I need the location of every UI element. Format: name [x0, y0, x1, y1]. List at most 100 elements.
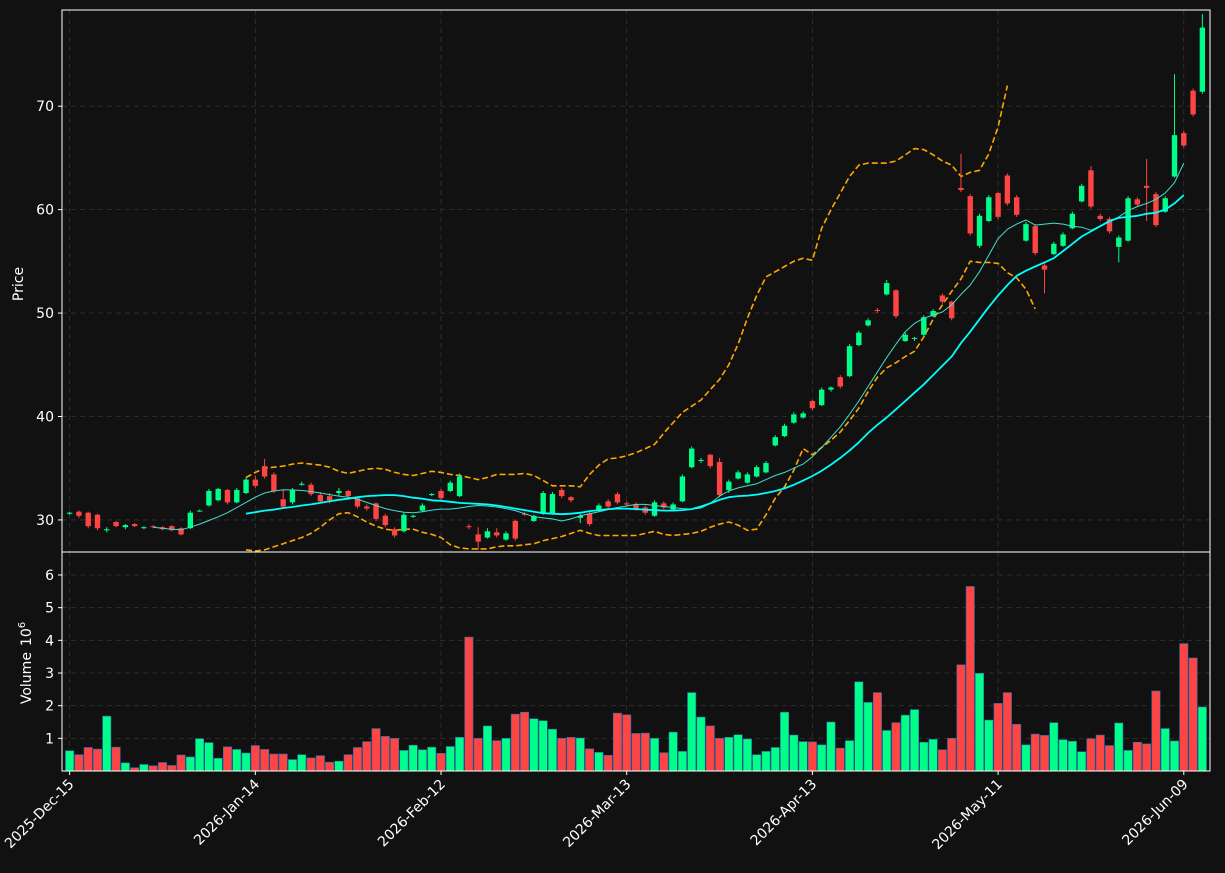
- candle-body: [698, 459, 704, 461]
- volume-bar: [789, 734, 799, 772]
- volume-y-label-exp: 10: [19, 628, 35, 646]
- volume-bar: [380, 736, 390, 772]
- candle-body: [410, 515, 416, 517]
- candle-body: [215, 488, 221, 501]
- candle-body: [1181, 133, 1187, 146]
- ma-slow-line: [245, 194, 1185, 516]
- volume-panel-frame: [61, 551, 1211, 772]
- volume-bar: [427, 746, 437, 772]
- candle-body: [104, 529, 110, 531]
- candle-body: [1199, 27, 1206, 92]
- candle-body: [289, 489, 296, 503]
- volume-bar: [1142, 743, 1152, 772]
- candle-body: [651, 502, 658, 516]
- candle-body: [605, 501, 611, 507]
- candle-body: [206, 490, 212, 506]
- volume-bar: [640, 732, 650, 772]
- volume-bar: [195, 738, 205, 772]
- candle-body: [364, 506, 370, 509]
- moving-averages: [153, 162, 1185, 531]
- volume-bar: [315, 755, 325, 772]
- volume-bar: [1002, 692, 1012, 772]
- candle-body: [447, 482, 454, 491]
- volume-bars: [65, 586, 1207, 772]
- volume-bar: [798, 741, 808, 772]
- volume-bar: [176, 754, 186, 772]
- candle-body: [577, 515, 583, 518]
- volume-bar: [575, 737, 585, 772]
- volume-bar: [1021, 744, 1031, 772]
- candle-body: [883, 283, 890, 295]
- candle-body: [512, 520, 518, 539]
- candle-body: [299, 483, 305, 485]
- volume-bar: [845, 740, 855, 772]
- price-y-ticks: 30 40 50 60 70: [36, 99, 62, 529]
- candle-body: [234, 489, 240, 503]
- candle-body: [76, 511, 82, 516]
- volume-bar: [529, 718, 539, 772]
- volume-bar: [677, 751, 687, 772]
- price-y-tick-label: 30: [36, 513, 54, 529]
- volume-bar: [566, 737, 576, 772]
- candle-body: [271, 474, 277, 491]
- candle-body: [1106, 218, 1113, 232]
- volume-bar: [538, 720, 548, 772]
- candle-body: [1143, 185, 1150, 188]
- volume-bar: [74, 754, 84, 772]
- volume-bar: [492, 740, 502, 772]
- volume-bar: [1030, 733, 1040, 772]
- candle-body: [252, 479, 259, 486]
- candle-body: [475, 534, 481, 542]
- candle-body: [744, 474, 751, 483]
- volume-y-label: Volume 106: [17, 622, 35, 704]
- candle-body: [837, 377, 843, 387]
- candle-body: [224, 489, 231, 503]
- volume-bar: [650, 738, 660, 772]
- candle-body: [1097, 215, 1103, 219]
- volume-bar: [622, 714, 632, 772]
- candle-body: [1125, 198, 1131, 241]
- candle-body: [856, 332, 862, 346]
- volume-bar: [687, 692, 697, 772]
- volume-bar: [399, 750, 409, 772]
- candle-body: [791, 414, 797, 423]
- candle-body: [633, 504, 639, 509]
- volume-y-tick-label: 2: [45, 699, 54, 715]
- candle-body: [921, 317, 927, 335]
- candle-body: [1013, 197, 1020, 215]
- bollinger-upper-line: [245, 85, 1009, 488]
- candle-body: [1069, 213, 1076, 229]
- candle-body: [456, 476, 463, 497]
- volume-bar: [1105, 745, 1114, 772]
- volume-bar: [780, 711, 790, 772]
- candle-body: [800, 413, 806, 418]
- volume-bar: [937, 749, 947, 772]
- candle-body: [726, 481, 732, 490]
- volume-bar: [863, 702, 873, 772]
- candle-body: [614, 494, 621, 503]
- bollinger-bands: [245, 85, 1036, 552]
- volume-bar: [204, 742, 214, 772]
- candle-body: [280, 499, 286, 507]
- volume-bar: [1086, 738, 1096, 772]
- volume-bar: [696, 716, 706, 772]
- candle-body: [494, 532, 500, 536]
- volume-bar: [1179, 643, 1189, 772]
- volume-bar: [910, 709, 920, 772]
- candle-body: [568, 497, 574, 501]
- candle-body: [308, 484, 314, 495]
- volume-bar: [455, 737, 465, 772]
- volume-bar: [223, 746, 232, 772]
- candle-body: [169, 526, 175, 531]
- volume-bar: [585, 748, 595, 772]
- candle-body: [995, 193, 1001, 217]
- candle-body: [317, 495, 324, 502]
- volume-bar: [1058, 739, 1068, 772]
- candle-body: [939, 295, 946, 302]
- volume-bar: [278, 753, 288, 772]
- candle-body: [893, 290, 899, 317]
- candle-body: [661, 503, 667, 508]
- candle-body: [1032, 226, 1038, 254]
